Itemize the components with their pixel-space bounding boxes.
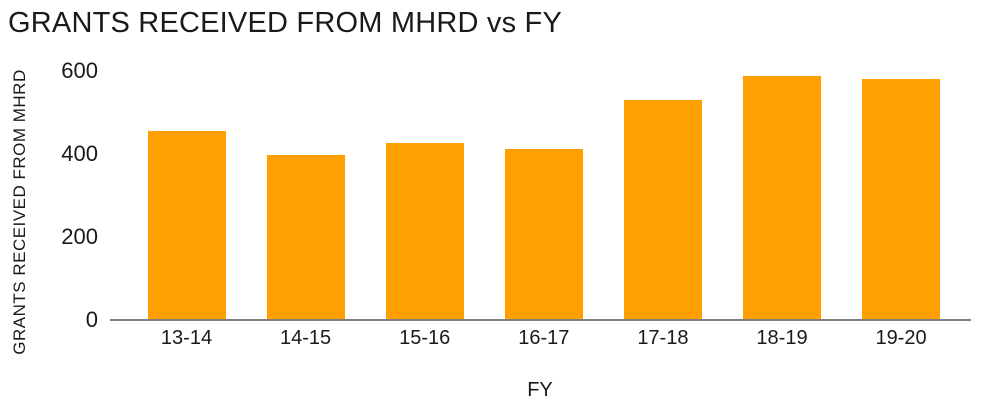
chart-title: GRANTS RECEIVED FROM MHRD vs FY xyxy=(8,7,562,39)
bar-19-20[interactable] xyxy=(862,79,941,319)
y-tick-label: 0 xyxy=(85,307,98,332)
x-tick-label: 15-16 xyxy=(399,327,451,349)
y-tick-label: 200 xyxy=(61,224,98,249)
y-axis-ticks: 0 200 400 600 xyxy=(0,0,98,412)
x-tick-label: 17-18 xyxy=(637,327,689,349)
bar-13-14[interactable] xyxy=(147,130,226,319)
bar-16-17[interactable] xyxy=(504,148,583,319)
x-tick-label: 19-20 xyxy=(875,327,927,349)
x-tick-label: 14-15 xyxy=(280,327,332,349)
x-axis-line xyxy=(110,319,971,321)
y-tick-label: 600 xyxy=(61,58,98,83)
bar-18-19[interactable] xyxy=(743,76,821,319)
bar-15-16[interactable] xyxy=(385,142,464,319)
bar-17-18[interactable] xyxy=(623,99,702,319)
x-tick-label: 18-19 xyxy=(756,327,808,349)
bar-14-15[interactable] xyxy=(266,155,345,319)
x-axis-label: FY xyxy=(527,379,553,401)
x-tick-label: 13-14 xyxy=(160,327,213,349)
x-tick-label: 16-17 xyxy=(518,327,570,349)
y-tick-label: 400 xyxy=(61,141,98,166)
